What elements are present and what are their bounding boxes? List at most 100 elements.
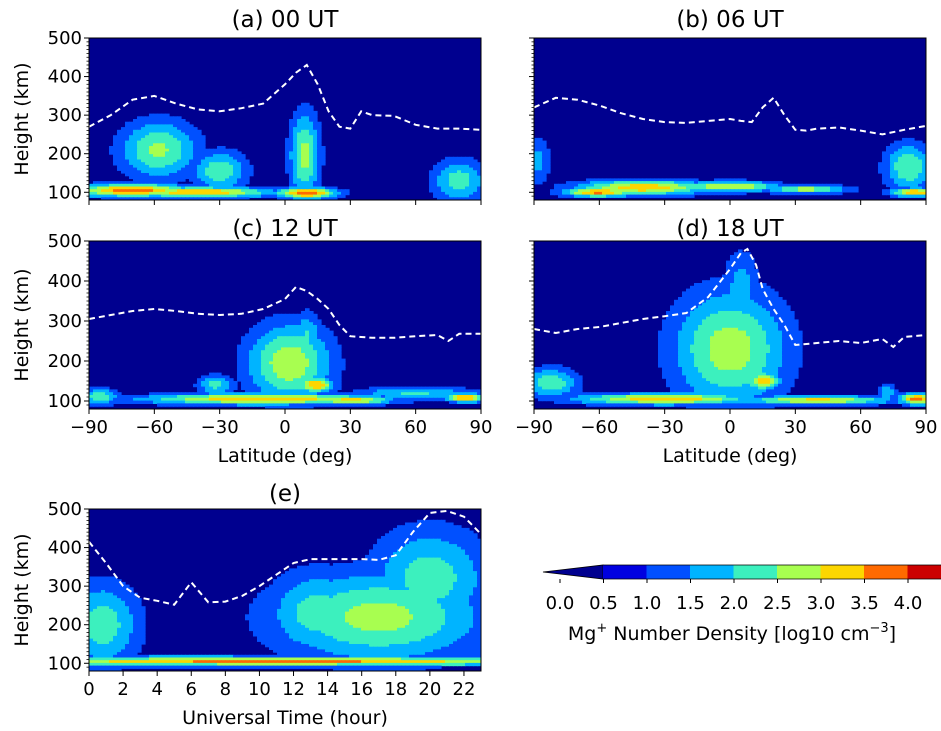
heatmap-cell xyxy=(906,167,911,171)
heatmap-cell xyxy=(730,322,735,326)
heatmap-cell xyxy=(554,191,559,196)
heatmap-cell xyxy=(301,151,306,155)
heatmap-cell xyxy=(734,322,739,326)
heatmap-cell xyxy=(734,369,739,374)
heatmap-cell xyxy=(177,116,182,120)
heatmap-cell xyxy=(305,156,310,161)
heatmap-cell xyxy=(694,367,699,371)
heatmap-cell xyxy=(269,347,274,351)
heatmap-cell xyxy=(678,308,683,312)
heatmap-cell xyxy=(157,186,162,190)
heatmap-cell xyxy=(185,183,190,188)
heatmap-cell xyxy=(445,164,450,169)
heatmap-cell xyxy=(477,186,481,190)
heatmap-cell xyxy=(241,403,246,407)
heatmap-cell xyxy=(269,189,274,193)
heatmap-cell xyxy=(161,191,166,196)
heatmap-cell xyxy=(750,358,755,362)
heatmap-cell xyxy=(770,339,775,343)
heatmap-cell xyxy=(309,364,314,368)
heatmap-cell xyxy=(914,181,919,185)
heatmap-cell xyxy=(714,325,719,329)
heatmap-cell xyxy=(906,146,911,150)
heatmap-cell xyxy=(301,137,306,142)
heatmap-cell xyxy=(730,288,735,292)
heatmap-cell xyxy=(582,181,587,185)
heatmap-cell xyxy=(317,367,322,371)
heatmap-cell xyxy=(189,197,194,200)
heatmap-cell xyxy=(297,406,302,409)
heatmap-cell xyxy=(253,330,258,334)
heatmap-cell xyxy=(750,291,755,295)
heatmap-cell xyxy=(169,129,174,134)
heatmap-cell xyxy=(317,181,322,185)
heatmap-cell xyxy=(281,400,286,404)
heatmap-cell xyxy=(918,183,923,188)
heatmap-cell xyxy=(766,369,771,374)
heatmap-cell xyxy=(337,191,342,196)
heatmap-cell xyxy=(265,389,270,393)
heatmap-cell xyxy=(686,353,691,357)
heatmap-cell xyxy=(770,344,775,348)
heatmap-cell xyxy=(722,299,727,304)
heatmap-cell xyxy=(794,189,799,193)
heatmap-cell xyxy=(790,372,795,376)
heatmap-cell xyxy=(289,164,294,169)
heatmap-cell xyxy=(341,400,346,404)
heatmap-cell xyxy=(129,164,134,169)
heatmap-cell xyxy=(289,397,294,402)
heatmap-cell xyxy=(309,375,314,379)
heatmap-cell xyxy=(918,181,923,185)
heatmap-cell xyxy=(678,299,683,304)
heatmap-cell xyxy=(766,336,771,340)
heatmap-cell xyxy=(642,186,647,190)
heatmap-cell xyxy=(417,389,422,393)
heatmap-cell xyxy=(702,283,707,287)
heatmap-cell xyxy=(273,395,278,399)
heatmap-cell xyxy=(421,395,426,399)
heatmap-cell xyxy=(686,367,691,371)
heatmap-cell xyxy=(722,319,727,323)
heatmap-cell xyxy=(902,189,907,193)
heatmap-cell xyxy=(690,294,695,298)
heatmap-cell xyxy=(550,375,555,379)
heatmap-cell xyxy=(305,400,310,404)
heatmap-cell xyxy=(101,183,106,188)
heatmap-cell xyxy=(205,167,210,171)
heatmap-cell xyxy=(337,358,342,362)
heatmap-cell xyxy=(133,191,138,196)
heatmap-cell xyxy=(217,381,222,385)
heatmap-cell xyxy=(157,132,162,136)
heatmap-cell xyxy=(229,194,234,198)
heatmap-cell xyxy=(718,311,723,315)
heatmap-cell xyxy=(197,148,202,152)
heatmap-cell xyxy=(453,189,458,193)
heatmap-cell xyxy=(542,375,547,379)
heatmap-cell xyxy=(674,336,679,340)
heatmap-cell xyxy=(554,369,559,374)
heatmap-cell xyxy=(702,327,707,332)
heatmap-cell xyxy=(301,119,306,123)
heatmap-cell xyxy=(173,183,178,188)
heatmap-cell xyxy=(746,257,751,262)
heatmap-cell xyxy=(381,392,386,396)
heatmap-cell xyxy=(794,361,799,365)
heatmap-cell xyxy=(289,381,294,385)
heatmap-cell xyxy=(662,336,667,340)
heatmap-cell xyxy=(886,191,891,196)
heatmap-cell xyxy=(706,372,711,376)
heatmap-cell xyxy=(546,148,551,152)
heatmap-cell xyxy=(305,124,310,128)
heatmap-cell xyxy=(189,392,194,396)
heatmap-cell xyxy=(770,386,775,390)
heatmap-cell xyxy=(822,189,827,193)
heatmap-cell xyxy=(325,191,330,196)
heatmap-cell xyxy=(157,181,162,185)
heatmap-cell xyxy=(738,266,743,270)
y-tick-label: 100 xyxy=(48,391,82,412)
heatmap-cell xyxy=(301,389,306,393)
heatmap-cell xyxy=(393,395,398,399)
heatmap-b xyxy=(534,38,926,200)
heatmap-cell xyxy=(678,375,683,379)
heatmap-cell xyxy=(554,381,559,385)
